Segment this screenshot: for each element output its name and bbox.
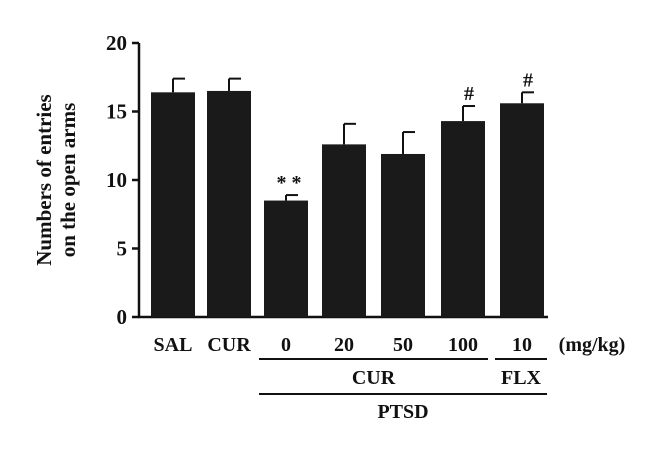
x-tick-label: 0 xyxy=(281,334,291,356)
group-label: CUR xyxy=(352,367,396,389)
bar xyxy=(264,200,308,317)
bar xyxy=(151,92,195,317)
x-tick-label: 20 xyxy=(334,334,354,356)
bar xyxy=(441,121,485,317)
bar xyxy=(322,144,366,317)
group-label: PTSD xyxy=(377,401,428,423)
y-tick-label: 20 xyxy=(106,31,127,55)
y-tick-label: 0 xyxy=(117,305,128,329)
y-axis-label-line: on the open arms xyxy=(56,103,80,258)
x-tick-label: 10 xyxy=(512,334,532,356)
bar xyxy=(381,153,425,317)
significance-mark: # xyxy=(523,69,533,91)
bar xyxy=(207,90,251,317)
unit-label: (mg/kg) xyxy=(559,334,626,356)
x-tick-label: 100 xyxy=(448,334,478,356)
group-label: FLX xyxy=(501,367,542,389)
group-brackets: CUR FLX PTSD xyxy=(259,358,547,423)
significance-mark: * * xyxy=(277,172,302,194)
bars: * * # # xyxy=(151,69,544,317)
x-tick-label: SAL xyxy=(154,334,193,356)
y-axis-label-line: Numbers of entries xyxy=(32,94,56,265)
significance-mark: # xyxy=(464,83,474,105)
y-tick-label: 5 xyxy=(117,237,128,261)
y-axis-label: Numbers of entries on the open arms xyxy=(32,94,80,265)
bar xyxy=(500,103,544,317)
x-tick-label: 50 xyxy=(393,334,413,356)
x-tick-label: CUR xyxy=(207,334,251,356)
y-tick-label: 15 xyxy=(106,100,127,124)
y-tick-label: 10 xyxy=(106,168,127,192)
x-axis-labels: SAL CUR 0 20 50 100 10 (mg/kg) xyxy=(154,334,626,356)
